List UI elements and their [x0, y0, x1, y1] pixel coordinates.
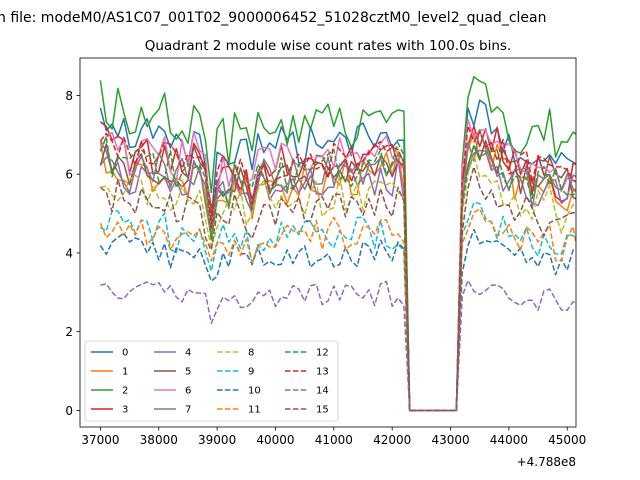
legend-label-9: 9	[248, 367, 254, 378]
legend-label-15: 15	[316, 405, 329, 416]
chart-title: Quadrant 2 module wise count rates with …	[145, 38, 511, 54]
series-line-15	[99, 166, 576, 412]
legend-label-10: 10	[248, 386, 261, 397]
y-tick-label: 4	[65, 246, 73, 260]
legend-label-2: 2	[122, 386, 128, 397]
axes-frame	[79, 57, 577, 428]
legend-label-4: 4	[185, 348, 191, 359]
legend-label-7: 7	[185, 405, 191, 416]
y-tick-label: 8	[65, 89, 73, 103]
series-line-5	[99, 139, 576, 412]
legend-label-13: 13	[316, 367, 329, 378]
series-line-3	[99, 121, 576, 412]
series-line-8	[100, 153, 576, 412]
legend-label-6: 6	[185, 386, 191, 397]
y-tick-label: 2	[65, 325, 73, 339]
x-tick-label: 39000	[198, 433, 236, 447]
x-tick-label: 41000	[315, 433, 353, 447]
series-line-13	[99, 125, 576, 412]
y-axis: 0 2 4 6 8	[65, 89, 80, 418]
x-tick-label: 42000	[373, 433, 411, 447]
x-offset-label: +4.788e8	[517, 455, 576, 469]
x-tick-label: 43000	[431, 433, 469, 447]
x-tick-label: 44000	[490, 433, 528, 447]
series-line-10	[99, 228, 576, 412]
legend-label-1: 1	[122, 367, 128, 378]
series-line-12	[99, 136, 576, 412]
x-tick-label: 37000	[81, 433, 119, 447]
x-axis: 37000 38000 39000 40000 41000 42000 43000 44000…	[81, 427, 586, 447]
legend-label-5: 5	[185, 367, 191, 378]
series-group	[99, 75, 576, 412]
plot-area	[79, 57, 577, 428]
x-tick-label: 38000	[140, 433, 178, 447]
series-line-6	[99, 118, 576, 412]
x-tick-label: 40000	[256, 433, 294, 447]
legend-label-11: 11	[248, 405, 261, 416]
series-line-11	[99, 208, 576, 412]
series-line-2	[99, 75, 576, 412]
series-line-14	[100, 279, 576, 412]
y-tick-label: 6	[65, 168, 73, 182]
y-tick-label: 0	[65, 404, 73, 418]
legend-label-3: 3	[122, 405, 128, 416]
legend-label-12: 12	[316, 348, 329, 359]
legend-box	[84, 340, 339, 422]
series-line-9	[100, 201, 576, 412]
figure-suptitle: n file: modeM0/AS1C07_001T02_9000006452_…	[0, 10, 546, 26]
legend-label-14: 14	[316, 386, 329, 397]
x-tick-label: 45000	[548, 433, 586, 447]
legend-label-0: 0	[122, 348, 128, 359]
legend-label-8: 8	[248, 348, 254, 359]
